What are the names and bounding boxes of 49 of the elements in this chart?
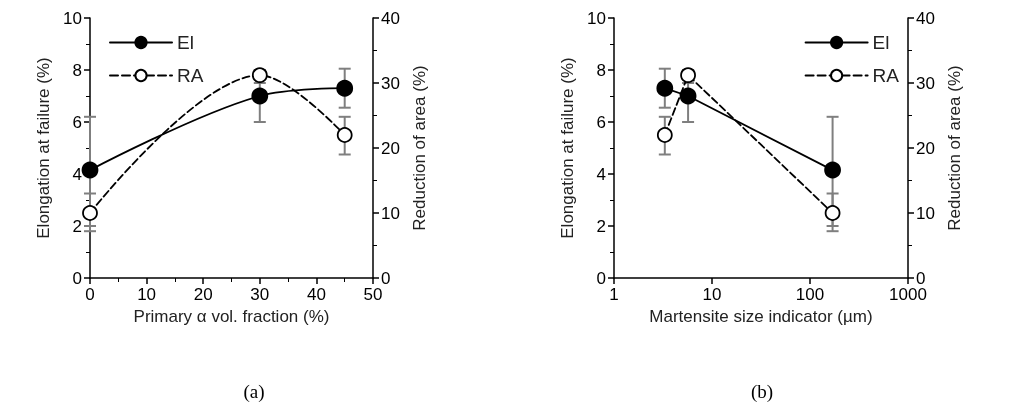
x-axis-title: Primary α vol. fraction (%) — [133, 307, 330, 326]
y-tick-label: 4 — [72, 164, 82, 184]
y2-tick-label: 10 — [381, 203, 400, 223]
y-axis-title: Elongation at failure (%) — [558, 57, 578, 239]
text: (b) — [750, 381, 774, 403]
y-tick-label: 6 — [596, 112, 606, 132]
y-tick-label: 10 — [63, 8, 82, 28]
x-tick-label: 0 — [85, 285, 95, 304]
y2-tick-label: 40 — [381, 8, 400, 28]
x-axis-title: Martensite size indicator (µm) — [649, 307, 873, 326]
point — [251, 87, 269, 105]
y2-axis-title: Reduction of area (%) — [410, 65, 429, 231]
x-tick-label: 20 — [193, 285, 213, 304]
point — [336, 79, 354, 97]
x-tick-label: 10 — [137, 285, 157, 304]
x-tick-label: 10 — [702, 285, 722, 304]
y-tick-label: 8 — [596, 60, 606, 80]
x-tick-label: 40 — [306, 285, 326, 304]
y-tick-label: 8 — [72, 60, 82, 80]
y2-tick-label: 0 — [381, 268, 391, 288]
y-tick-label: 0 — [596, 268, 606, 288]
y2-axis-title: Reduction of area (%) — [945, 65, 964, 231]
x-tick-label: 1 — [609, 285, 619, 304]
point — [81, 161, 99, 179]
x-tick-label: 1000 — [889, 285, 927, 304]
y-tick-label: 4 — [596, 164, 606, 184]
y2-tick-label: 30 — [381, 73, 400, 93]
y-tick-label: 0 — [72, 268, 82, 288]
y-tick-label: 2 — [596, 216, 606, 236]
point — [82, 205, 98, 221]
x-tick-label: 30 — [250, 285, 270, 304]
y2-tick-label: 10 — [916, 203, 935, 223]
y-axis-title: Elongation at failure (%) — [34, 57, 54, 239]
legend-label: RA — [177, 65, 204, 86]
y2-tick-label: 20 — [381, 138, 400, 158]
legend-label: El — [177, 32, 194, 53]
legend-label: RA — [872, 65, 900, 86]
legend-label: El — [872, 32, 890, 53]
y-tick-label: 6 — [72, 112, 82, 132]
y2-tick-label: 20 — [916, 138, 935, 158]
x-tick-label: 50 — [363, 285, 383, 304]
y2-tick-label: 0 — [916, 268, 926, 288]
text: (a) — [243, 381, 265, 403]
point — [336, 127, 353, 143]
y-tick-label: 10 — [587, 8, 606, 28]
y-tick-label: 2 — [72, 216, 82, 236]
y2-tick-label: 40 — [916, 8, 935, 28]
x-tick-label: 100 — [795, 285, 825, 304]
y2-tick-label: 30 — [916, 73, 935, 93]
